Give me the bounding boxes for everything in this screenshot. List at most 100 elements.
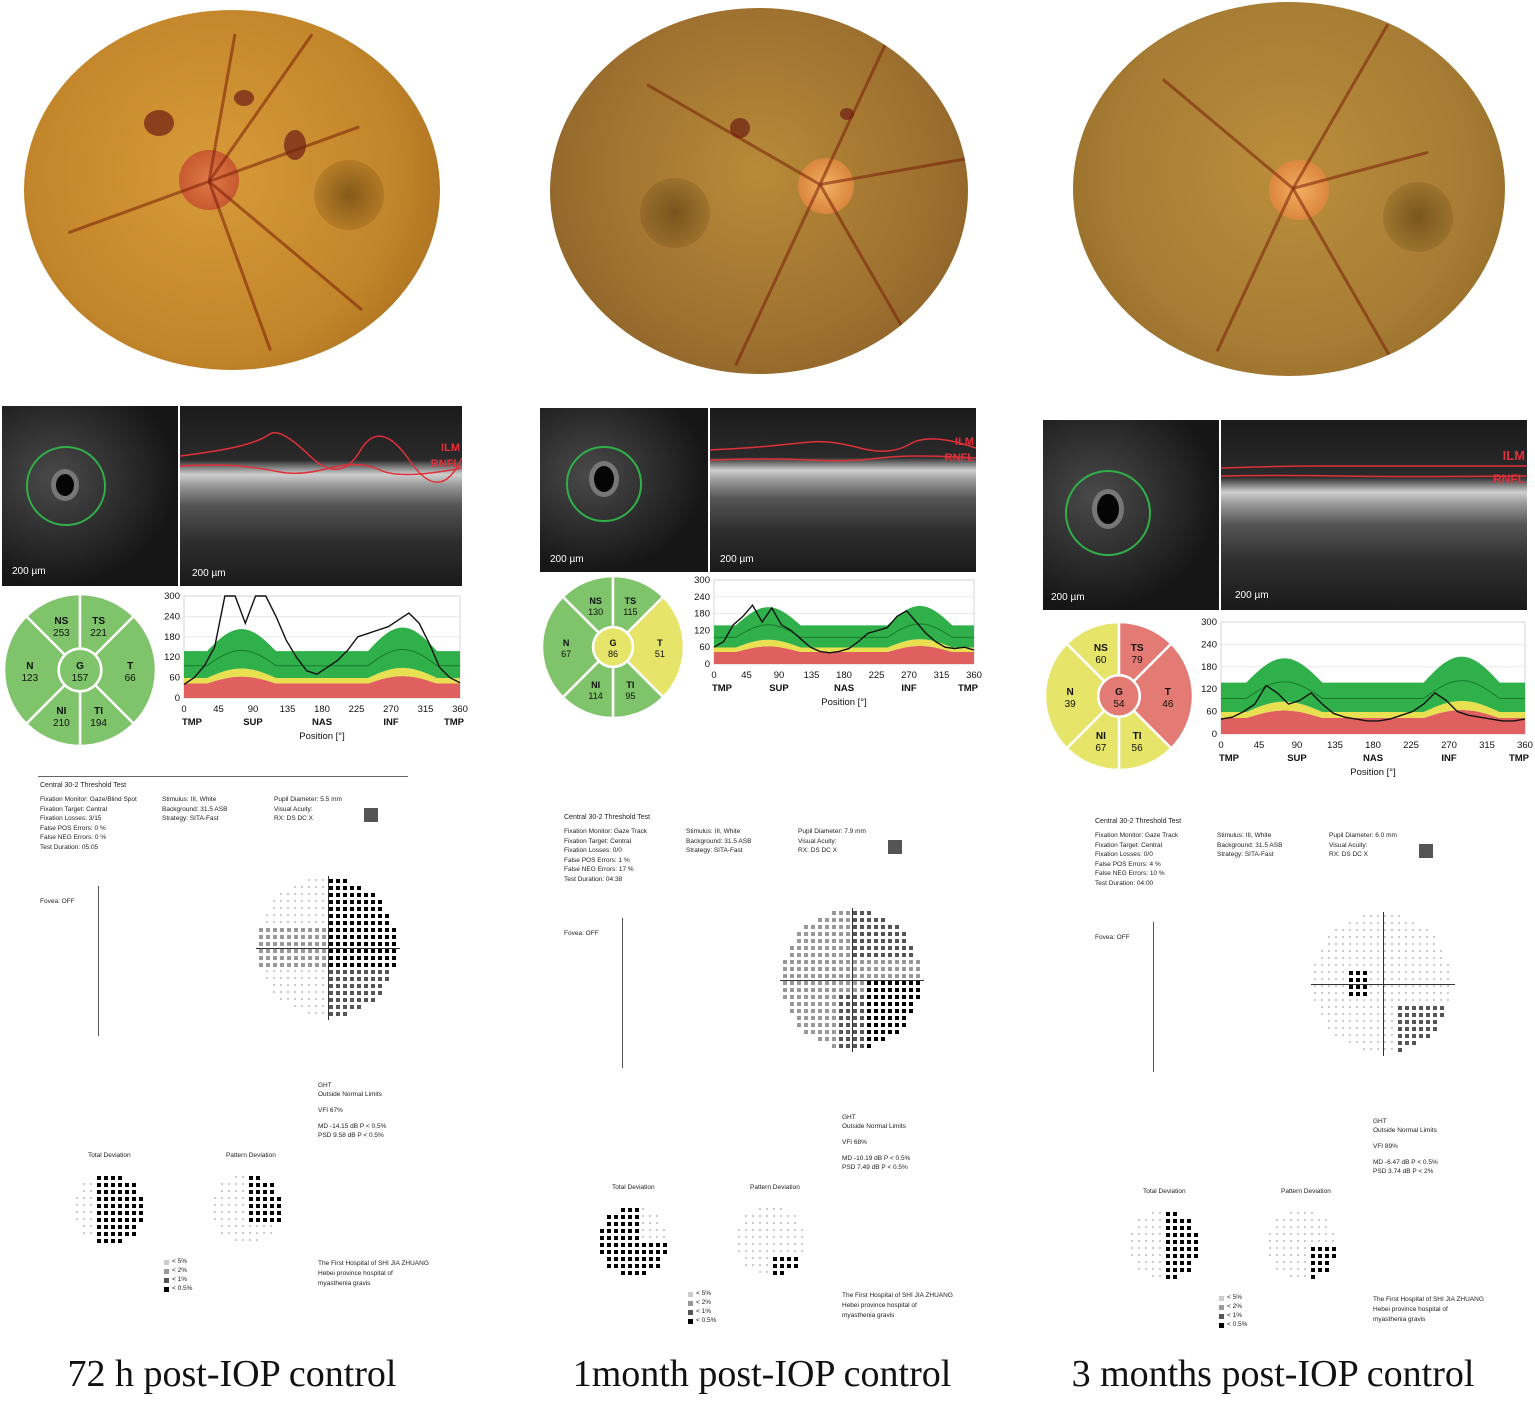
fovea-status: Fovea: OFF [40, 898, 75, 905]
sector-value-ts: 221 [90, 628, 107, 639]
sector-value-ns: 130 [588, 607, 603, 617]
threshold-axes [1153, 922, 1294, 1072]
test-duration: Test Duration: 04:38 [564, 875, 623, 883]
legend-label: < 5% [1227, 1294, 1242, 1301]
ght-result: Outside Normal Limits [842, 1123, 906, 1130]
oct-scale-label: 200 µm [12, 566, 46, 577]
hospital-name-3: myasthenia gravis [1373, 1316, 1426, 1323]
sector-label-ti: TI [94, 706, 103, 717]
hospital-name-3: myasthenia gravis [318, 1280, 371, 1287]
oct-bscan: ILM RNFL 200 µm [180, 406, 462, 586]
ght-result: Outside Normal Limits [318, 1091, 382, 1098]
sector-label-ni: NI [591, 680, 600, 690]
oct-bscan: ILM RNFL 200 µm [710, 408, 976, 572]
sector-label-ts: TS [1131, 643, 1144, 654]
legend-label: < 5% [172, 1258, 187, 1265]
panel-3months: 200 µm ILM RNFL 200 µm NS 60 TS 79 T 46 TI 56 NI… [1023, 0, 1535, 1403]
x-tick-label: 315 [934, 670, 950, 681]
map-v-axis [852, 908, 853, 1052]
y-tick-label: 120 [1201, 684, 1217, 695]
fixation-monitor: Fixation Monitor: Gaze/Blind Spot [40, 796, 137, 803]
x-tick-label: 0 [711, 670, 716, 681]
vf-test-name: Central 30-2 Threshold Test [1095, 818, 1182, 825]
yellow-band [1221, 700, 1525, 719]
x-region-label: INF [1441, 753, 1457, 764]
y-tick-label: 240 [1201, 639, 1217, 650]
red-band [714, 646, 974, 664]
red-band [184, 676, 460, 698]
sector-label-ns: NS [589, 596, 602, 606]
x-region-label: NAS [834, 683, 854, 694]
legend-swatch [1219, 1323, 1224, 1328]
stimulus-label: Stimulus: III, White [686, 828, 741, 835]
x-region-label: NAS [312, 717, 332, 728]
false-pos-errors: False POS Errors: 1 % [564, 856, 630, 864]
stimulus-label: Stimulus: III, White [162, 796, 217, 803]
tsnit-chart: 300 240 180 120 60 00 45 90 135 180 225 270 315 360 TM… [164, 591, 468, 742]
visual-field-report: Central 30-2 Threshold Test Fixation Moni… [562, 814, 953, 1324]
x-region-label: TMP [1219, 753, 1240, 764]
x-region-label: SUP [769, 683, 789, 694]
visual-field-report: Central 30-2 Threshold Test Fixation Moni… [38, 776, 429, 1302]
pattern-deviation-title: Pattern Deviation [750, 1184, 800, 1191]
sector-label-ti: TI [626, 680, 634, 690]
oct-fundus-image: 200 µm [540, 408, 708, 572]
vf-test-name: Central 30-2 Threshold Test [40, 782, 127, 789]
normal-mean-line [184, 648, 460, 667]
visual-acuity: Visual Acuity: [798, 837, 837, 845]
ilm-label: ILM [441, 442, 460, 454]
bscan-scale-label: 200 µm [720, 554, 754, 565]
green-band [714, 606, 974, 648]
false-neg-errors: False NEG Errors: 10 % [1095, 870, 1165, 877]
x-region-label: INF [383, 717, 399, 728]
x-tick-label: 180 [314, 704, 330, 715]
sector-value-ns: 253 [53, 628, 70, 639]
strategy-label: Strategy: SITA-Fast [686, 847, 743, 854]
x-tick-label: 225 [1403, 740, 1419, 751]
legend-swatch [1219, 1305, 1224, 1310]
map-v-axis [1383, 912, 1384, 1056]
background-label: Background: 31.5 ASB [162, 805, 228, 813]
x-tick-label: 180 [1365, 740, 1381, 751]
hospital-name: The First Hospital of SHI JIA ZHUANG [318, 1260, 429, 1267]
legend-swatch [164, 1260, 169, 1265]
legend-swatch [164, 1278, 169, 1283]
sector-value-t: 46 [1162, 699, 1174, 710]
fundus-photo [1073, 2, 1505, 376]
x-tick-label: 270 [383, 704, 399, 715]
tsnit-chart: 300 240 180 120 60 00 45 90 135 180 225 270 315 360 TM… [694, 575, 982, 708]
visual-field-report: Central 30-2 Threshold Test Fixation Moni… [1093, 818, 1484, 1328]
panel-caption: 72 h post-IOP control [67, 1353, 397, 1395]
x-tick-label: 360 [452, 704, 468, 715]
sector-label-ti: TI [1133, 731, 1142, 742]
hospital-name: The First Hospital of SHI JIA ZHUANG [842, 1292, 953, 1299]
legend-label: < 2% [696, 1299, 711, 1306]
rnfl-label: RNFL [1493, 472, 1525, 486]
yellow-band [184, 667, 460, 684]
x-tick-label: 270 [1441, 740, 1457, 751]
psd-value: PSD 7.49 dB P < 0.5% [842, 1164, 908, 1171]
legend-swatch [1219, 1314, 1224, 1319]
fixation-monitor: Fixation Monitor: Gaze Track [1095, 832, 1179, 839]
normal-mean-line [714, 623, 974, 638]
sector-g [1097, 674, 1141, 718]
fundus-photo [550, 8, 968, 374]
legend-label: < 0.5% [172, 1285, 193, 1292]
bscan-scale-label: 200 µm [1235, 590, 1269, 601]
oct-fundus-image: 200 µm [1043, 420, 1219, 610]
hospital-name-2: Hebei province hospital of [842, 1302, 917, 1309]
sector-value-ti: 95 [625, 691, 635, 701]
sector-label-t: T [1165, 687, 1171, 698]
y-tick-label: 180 [1201, 662, 1217, 673]
patient-rnfl-curve [183, 595, 461, 685]
ilm-label: ILM [1502, 448, 1525, 463]
visual-acuity: Visual Acuity: [1329, 841, 1368, 849]
test-duration: Test Duration: 05:05 [40, 843, 99, 851]
pattern-deviation-title: Pattern Deviation [226, 1152, 276, 1159]
x-tick-label: 180 [836, 670, 852, 681]
panel-caption: 1month post-IOP control [572, 1353, 952, 1395]
panel-72h: 200 µm ILM RNFL 200 µm NS 253 TS 221 T 66 TI 19… [0, 0, 512, 1403]
